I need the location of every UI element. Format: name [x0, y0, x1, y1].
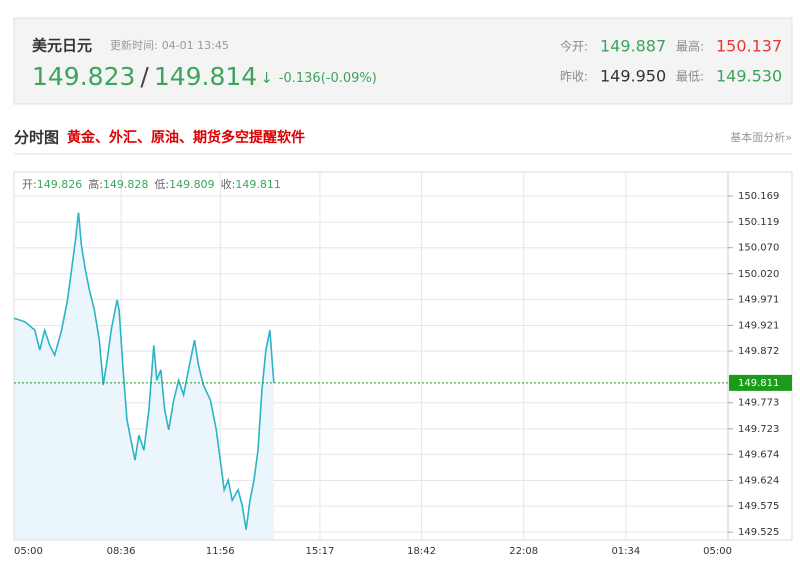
x-tick-label: 01:34 [611, 546, 640, 557]
x-tick-label: 08:36 [107, 546, 136, 557]
stat-value: 150.137 [716, 37, 782, 56]
ohlc-value: 149.811 [235, 178, 281, 191]
last-price-label: 149.811 [738, 378, 779, 389]
change: -0.136(-0.09%) [279, 71, 377, 86]
y-tick-label: 150.119 [738, 217, 779, 228]
update-time: 更新时间: 04-01 13:45 [110, 38, 229, 52]
price-line: 149.823/149.814 ↓ -0.136(-0.09%) [32, 62, 377, 91]
ohlc-label: 收: [221, 177, 236, 191]
ohlc-label: 开: [22, 178, 37, 191]
y-tick-label: 150.020 [738, 269, 779, 280]
stat-value: 149.887 [600, 37, 666, 56]
update-label: 更新时间: [110, 38, 158, 52]
y-tick-label: 149.525 [738, 527, 779, 538]
y-tick-label: 149.674 [738, 449, 779, 460]
stat-label: 最低: [676, 70, 704, 84]
ohlc-bar: 开:149.826 高:149.828 低:149.809 收:149.811 [22, 177, 281, 191]
stat-label: 昨收: [560, 70, 588, 84]
x-tick-label: 11:56 [206, 546, 235, 557]
arrow: ↓ [260, 69, 273, 87]
x-tick-label: 18:42 [407, 546, 436, 557]
stat-label: 最高: [676, 39, 704, 54]
chart-frame [13, 171, 793, 541]
y-tick-label: 149.971 [738, 294, 779, 305]
promo-link[interactable]: 黄金、外汇、原油、期货多空提醒软件 [67, 129, 305, 146]
fundamentals-link[interactable]: 基本面分析» [730, 130, 792, 144]
stat-label: 今开: [560, 39, 588, 54]
ohlc-value: 149.826 [37, 178, 83, 191]
stat-value: 149.950 [600, 67, 666, 86]
quote-panel [13, 17, 793, 105]
symbol-title: 美元日元 [32, 37, 92, 55]
x-tick-label: 15:17 [306, 546, 335, 557]
separator: / [140, 62, 149, 91]
ohlc-value: 149.828 [103, 178, 149, 191]
x-tick-label: 22:08 [509, 546, 538, 557]
update-value: 04-01 13:45 [162, 39, 229, 52]
ohlc-value: 149.809 [169, 178, 215, 191]
ohlc-label: 高: [88, 177, 103, 191]
y-tick-label: 150.169 [738, 191, 779, 202]
ask: 149.814 [154, 62, 257, 91]
last-price-tag [729, 374, 792, 391]
y-tick-label: 149.575 [738, 501, 779, 512]
bid: 149.823 [32, 62, 135, 91]
stat-value: 149.530 [716, 67, 782, 86]
y-tick-label: 149.624 [738, 475, 779, 486]
y-tick-label: 149.872 [738, 346, 779, 357]
x-tick-label: 05:00 [703, 546, 732, 557]
y-tick-label: 149.723 [738, 424, 779, 435]
y-tick-label: 150.070 [738, 243, 779, 254]
price-line [13, 212, 275, 530]
y-tick-label: 149.773 [738, 398, 779, 409]
x-tick-label: 05:00 [14, 546, 43, 557]
area-fill [14, 212, 274, 540]
y-tick-label: 149.921 [738, 320, 779, 331]
ohlc-label: 低: [154, 178, 169, 191]
section-title: 分时图 [14, 129, 59, 147]
